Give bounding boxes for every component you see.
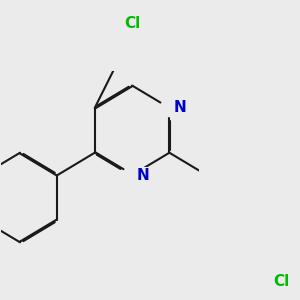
Text: N: N <box>136 168 149 183</box>
Text: N: N <box>174 100 187 116</box>
Text: Cl: Cl <box>124 16 140 32</box>
Text: Cl: Cl <box>273 274 290 289</box>
